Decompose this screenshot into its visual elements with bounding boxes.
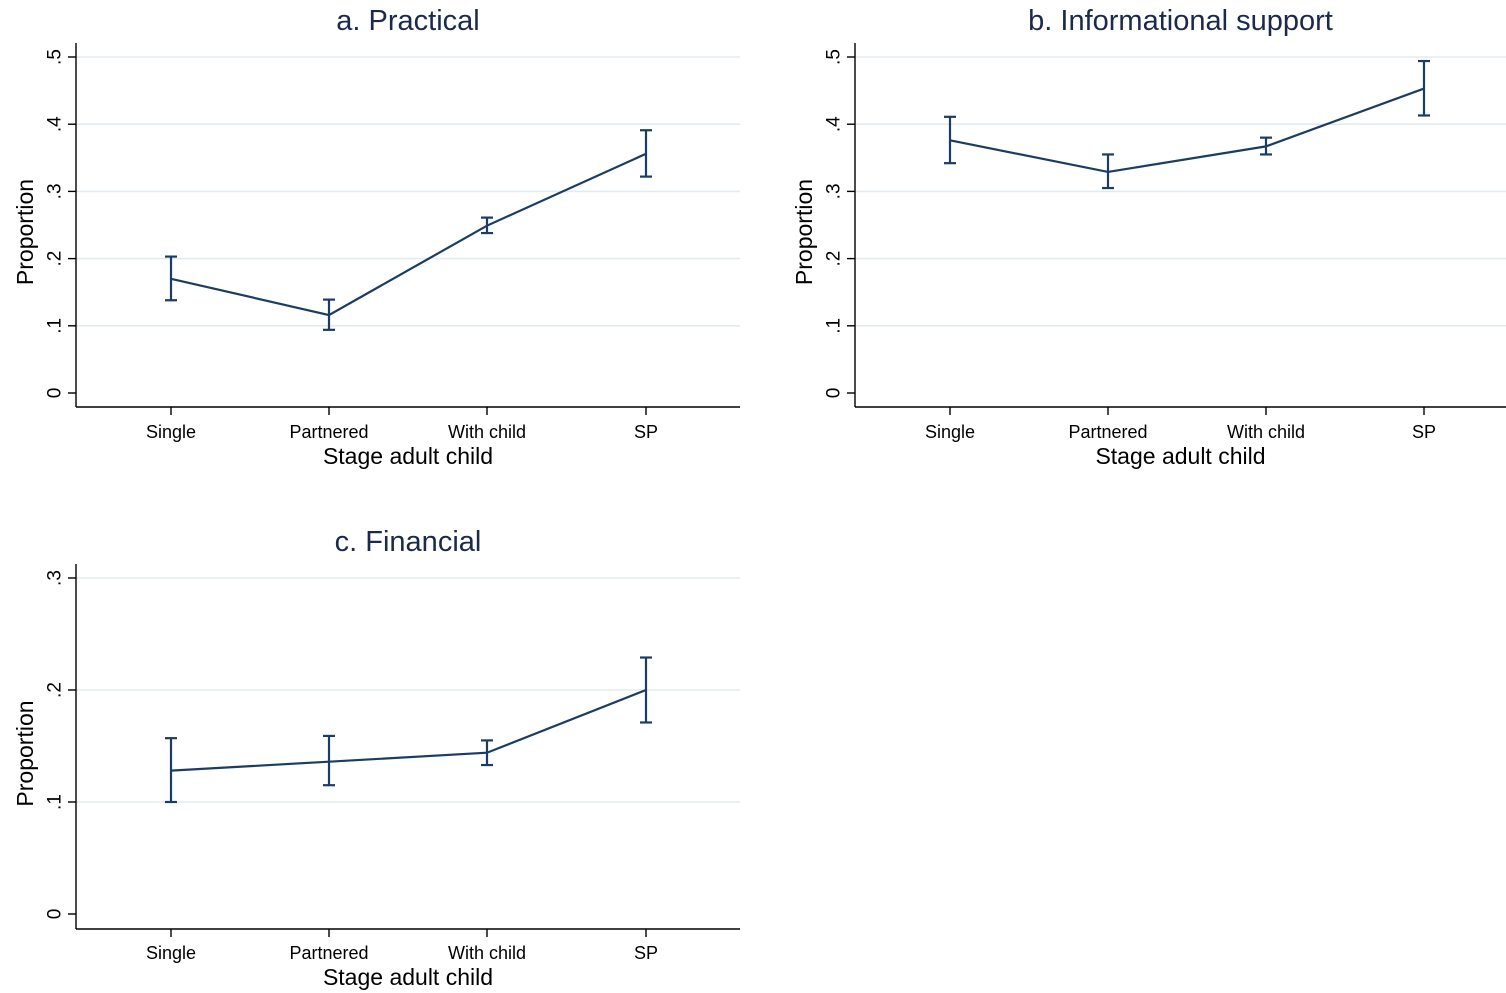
- error-bar: [323, 734, 335, 787]
- error-bar: [481, 739, 493, 767]
- x-tick-label: With child: [448, 943, 526, 963]
- series-line: [170, 152, 647, 317]
- y-tick-label: 0: [45, 388, 66, 399]
- x-tick-label: Partnered: [289, 943, 368, 963]
- error-bar: [481, 216, 493, 235]
- y-tick-label: .5: [45, 49, 66, 65]
- x-axis-label: Stage adult child: [323, 443, 493, 469]
- y-tick-label: .4: [45, 116, 66, 132]
- y-axis-label: Proportion: [12, 700, 38, 806]
- x-tick-label: Single: [146, 422, 196, 442]
- error-bar: [165, 737, 177, 804]
- series-line: [949, 87, 1425, 174]
- error-bar: [165, 255, 177, 302]
- panel-informational-support: b. Informational support 0 .1 .2 .3 .4 .5 Propo…: [791, 5, 1506, 469]
- error-bar: [944, 115, 956, 165]
- panel-practical: a. Practical 0 .1 .2 .3 .4 .5 Proportion Single P…: [12, 5, 740, 469]
- y-tick-label: .3: [45, 570, 66, 586]
- y-axis-label: Proportion: [791, 179, 817, 285]
- y-tick-label: .3: [824, 183, 845, 199]
- y-tick-label: .5: [824, 49, 845, 65]
- x-tick-label: With child: [1227, 422, 1305, 442]
- y-tick-label: .1: [824, 318, 845, 334]
- y-tick-label: .2: [45, 682, 66, 698]
- error-bar: [1260, 136, 1272, 156]
- y-tick-label: .2: [45, 251, 66, 267]
- error-bar: [640, 656, 652, 724]
- error-bar: [1102, 153, 1114, 190]
- chart-title: c. Financial: [335, 526, 482, 558]
- x-tick-label: Single: [146, 943, 196, 963]
- y-tick-label: .4: [824, 116, 845, 132]
- panel-financial: c. Financial 0 .1 .2 .3 Proportion Single Partn…: [12, 526, 740, 990]
- x-tick-label: With child: [448, 422, 526, 442]
- error-bar: [323, 298, 335, 331]
- chart-title: b. Informational support: [1028, 5, 1333, 37]
- x-tick-label: SP: [634, 422, 658, 442]
- error-bar: [1418, 59, 1430, 117]
- x-tick-label: Partnered: [1068, 422, 1147, 442]
- x-tick-label: SP: [634, 943, 658, 963]
- y-tick-label: .3: [45, 183, 66, 199]
- y-tick-label: .1: [45, 318, 66, 334]
- x-tick-label: Single: [925, 422, 975, 442]
- x-tick-label: Partnered: [289, 422, 368, 442]
- y-tick-label: .2: [824, 251, 845, 267]
- error-bar: [640, 129, 652, 178]
- y-tick-label: 0: [824, 388, 845, 399]
- x-axis-label: Stage adult child: [323, 964, 493, 990]
- chart-title: a. Practical: [336, 5, 479, 37]
- x-tick-label: SP: [1412, 422, 1436, 442]
- series-line: [170, 688, 647, 772]
- y-tick-label: .1: [45, 794, 66, 810]
- y-axis-label: Proportion: [12, 179, 38, 285]
- y-tick-label: 0: [45, 909, 66, 920]
- x-axis-label: Stage adult child: [1095, 443, 1265, 469]
